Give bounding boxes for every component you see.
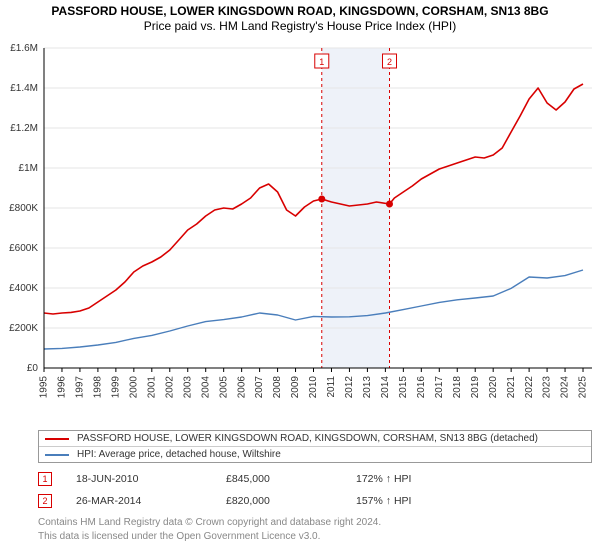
x-tick-label: 2025 <box>578 376 589 399</box>
series-passford_house <box>44 84 583 314</box>
x-tick-label: 2007 <box>254 376 265 399</box>
chart-subtitle: Price paid vs. HM Land Registry's House … <box>0 19 600 33</box>
x-tick-label: 2002 <box>164 376 175 399</box>
x-tick-label: 1997 <box>75 376 86 399</box>
x-tick-label: 1995 <box>39 376 50 399</box>
legend-row: HPI: Average price, detached house, Wilt… <box>39 446 591 462</box>
x-tick-label: 2005 <box>218 376 229 399</box>
event-point <box>318 196 325 203</box>
event-point <box>386 201 393 208</box>
event-flag-num: 1 <box>319 57 324 67</box>
line-chart-svg: £0 £200K £400K £600K £800K £1M £1.2M £1.4M £1.6M… <box>0 42 600 426</box>
event-flag-num: 2 <box>387 57 392 67</box>
y-tick-label: £1.4M <box>10 83 38 94</box>
y-tick-label: £400K <box>9 283 38 294</box>
x-tick-label: 2004 <box>200 376 211 399</box>
x-tick-label: 2009 <box>290 376 301 399</box>
x-tick-label: 1999 <box>111 376 122 399</box>
x-tick-label: 2006 <box>236 376 247 399</box>
marker-price: £820,000 <box>226 495 356 507</box>
marker-row: 2 26-MAR-2014£820,000157% ↑ HPI <box>38 490 592 512</box>
marker-row: 1 18-JUN-2010£845,000172% ↑ HPI <box>38 468 592 490</box>
x-tick-label: 2003 <box>182 376 193 399</box>
marker-date: 26-MAR-2014 <box>76 495 226 507</box>
x-tick-label: 2000 <box>128 376 139 399</box>
license-footer: Contains HM Land Registry data © Crown c… <box>38 516 381 543</box>
y-tick-label: £1.6M <box>10 43 38 54</box>
x-tick-label: 2024 <box>560 376 571 399</box>
x-tick-label: 2008 <box>272 376 283 399</box>
x-tick-label: 1996 <box>57 376 68 399</box>
x-tick-label: 2012 <box>344 376 355 399</box>
x-tick-label: 2001 <box>146 376 157 399</box>
x-tick-label: 2017 <box>434 376 445 399</box>
legend-row: PASSFORD HOUSE, LOWER KINGSDOWN ROAD, KI… <box>39 431 591 446</box>
footer-line-2: This data is licensed under the Open Gov… <box>38 530 381 544</box>
legend-swatch <box>45 438 69 440</box>
title-block: PASSFORD HOUSE, LOWER KINGSDOWN ROAD, KI… <box>0 0 600 33</box>
marker-pct: 157% ↑ HPI <box>356 495 592 507</box>
x-tick-label: 2021 <box>506 376 517 399</box>
marker-pct: 172% ↑ HPI <box>356 473 592 485</box>
marker-number-box: 1 <box>38 472 52 486</box>
x-tick-label: 2013 <box>362 376 373 399</box>
footer-line-1: Contains HM Land Registry data © Crown c… <box>38 516 381 530</box>
legend-swatch <box>45 454 69 456</box>
address-title: PASSFORD HOUSE, LOWER KINGSDOWN ROAD, KI… <box>0 4 600 18</box>
y-tick-label: £800K <box>9 203 38 214</box>
x-tick-label: 2010 <box>308 376 319 399</box>
x-tick-label: 1998 <box>93 376 104 399</box>
y-tick-label: £0 <box>27 363 39 374</box>
x-tick-label: 2016 <box>416 376 427 399</box>
x-tick-label: 2018 <box>452 376 463 399</box>
x-tick-label: 2014 <box>380 376 391 399</box>
y-tick-label: £200K <box>9 323 38 334</box>
x-tick-label: 2023 <box>542 376 553 399</box>
marker-number-box: 2 <box>38 494 52 508</box>
x-tick-label: 2020 <box>488 376 499 399</box>
x-tick-label: 2015 <box>398 376 409 399</box>
legend-label: HPI: Average price, detached house, Wilt… <box>77 449 281 460</box>
event-markers-table: 1 18-JUN-2010£845,000172% ↑ HPI 2 26-MAR-20… <box>38 468 592 512</box>
y-tick-label: £1M <box>19 163 38 174</box>
price-chart-container: PASSFORD HOUSE, LOWER KINGSDOWN ROAD, KI… <box>0 0 600 560</box>
legend-label: PASSFORD HOUSE, LOWER KINGSDOWN ROAD, KI… <box>77 433 538 444</box>
y-tick-label: £1.2M <box>10 123 38 134</box>
x-tick-label: 2011 <box>326 376 337 398</box>
legend: PASSFORD HOUSE, LOWER KINGSDOWN ROAD, KI… <box>38 430 592 463</box>
x-tick-label: 2022 <box>524 376 535 399</box>
y-tick-label: £600K <box>9 243 38 254</box>
marker-price: £845,000 <box>226 473 356 485</box>
x-tick-label: 2019 <box>470 376 481 399</box>
chart-area: £0 £200K £400K £600K £800K £1M £1.2M £1.4M £1.6M… <box>0 42 600 426</box>
marker-date: 18-JUN-2010 <box>76 473 226 485</box>
